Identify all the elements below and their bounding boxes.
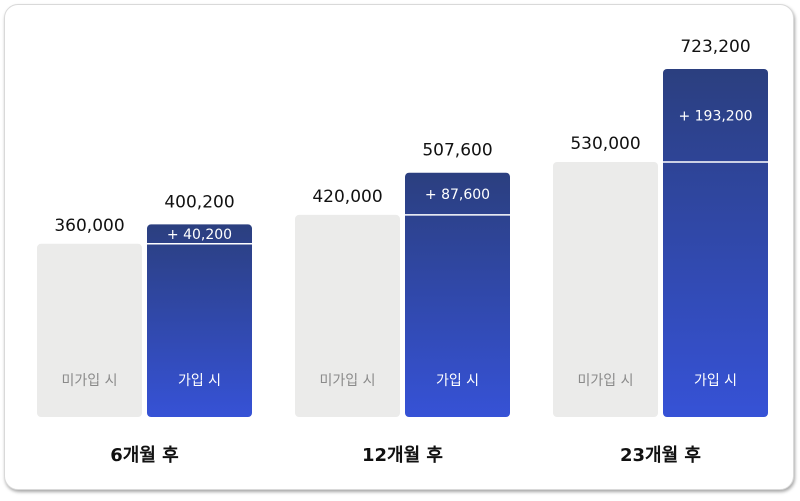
category-label: 23개월 후	[620, 445, 701, 466]
bar-caption-subscribed: 가입 시	[436, 373, 479, 389]
bar-subscribed	[147, 224, 252, 417]
value-label-not-subscribed: 420,000	[312, 187, 382, 207]
bars-layer: 360,000 미가입 시 400,200 + 40,200 가입 시 6개월 후 420,…	[37, 37, 768, 466]
bar-caption-not-subscribed: 미가입 시	[62, 373, 118, 389]
category-label: 6개월 후	[110, 445, 178, 466]
difference-label: + 40,200	[167, 227, 232, 243]
bar-subscribed	[405, 172, 510, 417]
comparison-bar-chart: 360,000 미가입 시 400,200 + 40,200 가입 시 6개월 후 420,…	[37, 37, 768, 466]
value-label-subscribed: 723,200	[680, 37, 750, 57]
value-label-not-subscribed: 530,000	[570, 134, 640, 154]
bar-not-subscribed	[295, 214, 400, 417]
bar-caption-subscribed: 가입 시	[694, 373, 737, 389]
bar-caption-subscribed: 가입 시	[178, 373, 221, 389]
bar-not-subscribed	[37, 243, 142, 417]
value-label-subscribed: 507,600	[422, 141, 492, 161]
value-label-not-subscribed: 360,000	[54, 216, 124, 236]
chart-card: 360,000 미가입 시 400,200 + 40,200 가입 시 6개월 후 420,…	[4, 4, 794, 490]
value-label-subscribed: 400,200	[164, 192, 234, 212]
bar-caption-not-subscribed: 미가입 시	[320, 373, 376, 389]
bar-not-subscribed	[553, 161, 658, 417]
bar-subscribed	[663, 69, 768, 417]
category-label: 12개월 후	[362, 445, 443, 466]
difference-label: + 87,600	[425, 187, 490, 203]
difference-label: + 193,200	[678, 108, 752, 124]
bar-caption-not-subscribed: 미가입 시	[578, 373, 634, 389]
